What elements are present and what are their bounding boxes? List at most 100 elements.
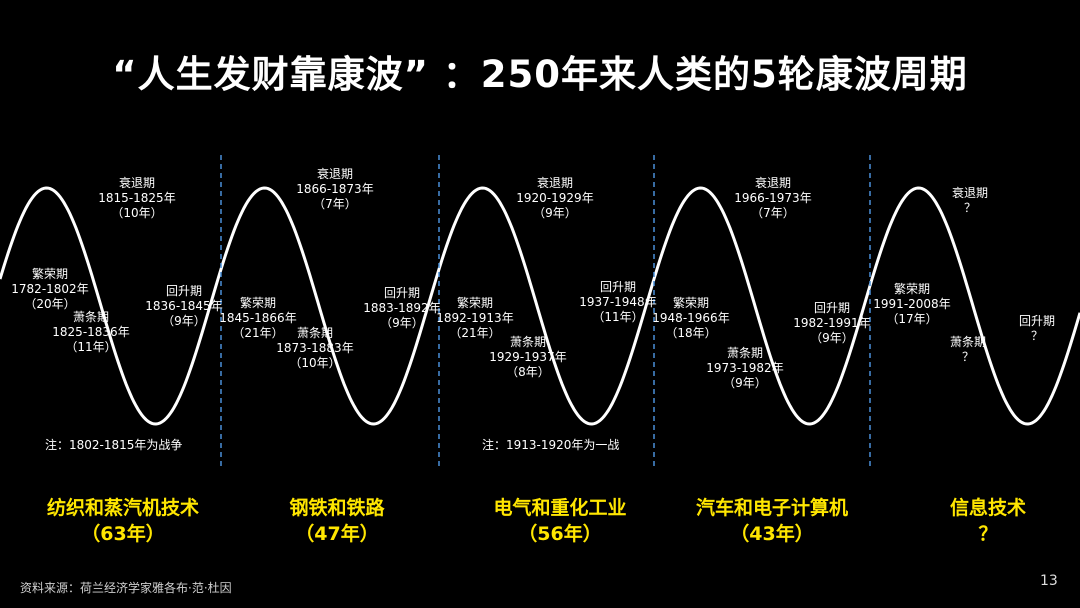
phase-length: （9年）	[723, 376, 767, 390]
phase-length: （10年）	[289, 356, 341, 370]
phase-name: 繁荣期	[672, 296, 709, 310]
phase-length: （10年）	[111, 206, 163, 220]
phase-years: 1825-1836年	[52, 325, 130, 339]
cycle-2-recovery-label: 回升期 1883-1892年 （9年）	[337, 286, 467, 331]
phase-years: ？	[963, 201, 976, 215]
phase-years: 1782-1802年	[11, 282, 89, 296]
phase-length: （9年）	[380, 316, 424, 330]
phase-years: 1948-1966年	[652, 311, 730, 325]
phase-length: （7年）	[313, 197, 357, 211]
phase-name: 回升期	[813, 301, 850, 315]
era-duration: ？	[978, 523, 998, 545]
phase-years: 1815-1825年	[98, 191, 176, 205]
cycle-1-recession-label: 衰退期 1815-1825年 （10年）	[72, 176, 202, 221]
era-technology: 纺织和蒸汽机技术	[46, 497, 199, 519]
phase-length: （17年）	[886, 312, 938, 326]
phase-name: 衰退期	[754, 176, 791, 190]
phase-name: 回升期	[1018, 314, 1055, 328]
phase-length: （9年）	[533, 206, 577, 220]
phase-name: 萧条期	[726, 346, 763, 360]
cycle-4-recovery-label: 回升期 1982-1991年 （9年）	[767, 301, 897, 346]
page-title: “人生发财靠康波” ：250年来人类的5轮康波周期	[112, 53, 968, 96]
phase-length: （9年）	[162, 314, 206, 328]
phase-name: 繁荣期	[31, 267, 68, 281]
cycle-1-depression-label: 萧条期 1825-1836年 （11年）	[26, 310, 156, 355]
phase-length: （20年）	[24, 297, 76, 311]
cycle-3-depression-label: 萧条期 1929-1937年 （8年）	[463, 335, 593, 380]
era-duration: （63年）	[81, 523, 165, 545]
phase-length: （21年）	[449, 326, 501, 340]
phase-years: 1920-1929年	[516, 191, 594, 205]
phase-years: 1966-1973年	[734, 191, 812, 205]
phase-name: 繁荣期	[893, 282, 930, 296]
phase-years: 1892-1913年	[436, 311, 514, 325]
cycle-3-note: 注：1913-1920年为一战	[482, 438, 620, 452]
phase-name: 回升期	[599, 280, 636, 294]
phase-name: 萧条期	[509, 335, 546, 349]
page-number: 13	[1040, 573, 1058, 589]
phase-years: ？	[961, 350, 974, 364]
cycle-1-note: 注：1802-1815年为战争	[45, 438, 183, 452]
cycle-1-era: 纺织和蒸汽机技术 （63年）	[3, 495, 243, 547]
cycle-3-era: 电气和重化工业 （56年）	[440, 495, 680, 547]
cycle-1-recovery-label: 回升期 1836-1845年 （9年）	[119, 284, 249, 329]
kondratiev-wave-curve	[0, 186, 1080, 426]
cycle-5-recession-label: 衰退期？	[905, 186, 1035, 216]
cycle-5-recovery-label: 回升期？	[972, 314, 1080, 344]
cycle-2-recession-label: 衰退期 1866-1873年 （7年）	[270, 167, 400, 212]
phase-length: （21年）	[232, 326, 284, 340]
cycle-3-recession-label: 衰退期 1920-1929年 （9年）	[490, 176, 620, 221]
phase-name: 衰退期	[536, 176, 573, 190]
phase-name: 萧条期	[72, 310, 109, 324]
phase-years: 1836-1845年	[145, 299, 223, 313]
cycle-2-boom-label: 繁荣期 1845-1866年 （21年）	[193, 296, 323, 341]
cycle-2-era: 钢铁和铁路 （47年）	[217, 495, 457, 547]
phase-name: 萧条期	[949, 335, 986, 349]
phase-years: 1883-1892年	[363, 301, 441, 315]
phase-length: （7年）	[751, 206, 795, 220]
cycle-5-depression-label: 萧条期？	[903, 335, 1033, 365]
cycle-5-boom-label: 繁荣期 1991-2008年 （17年）	[847, 282, 977, 327]
phase-years: 1845-1866年	[219, 311, 297, 325]
era-duration: （47年）	[295, 523, 379, 545]
phase-name: 繁荣期	[239, 296, 276, 310]
phase-years: 1973-1982年	[706, 361, 784, 375]
phase-name: 衰退期	[316, 167, 353, 181]
phase-years: 1982-1991年	[793, 316, 871, 330]
era-technology: 汽车和电子计算机	[695, 497, 848, 519]
era-duration: （43年）	[730, 523, 814, 545]
phase-years: 1866-1873年	[296, 182, 374, 196]
phase-length: （11年）	[592, 310, 644, 324]
cycle-3-recovery-label: 回升期 1937-1948年 （11年）	[553, 280, 683, 325]
phase-name: 衰退期	[951, 186, 988, 200]
cycle-dividers	[220, 155, 871, 468]
phase-length: （9年）	[810, 331, 854, 345]
cycle-3-boom-label: 繁荣期 1892-1913年 （21年）	[410, 296, 540, 341]
phase-name: 衰退期	[118, 176, 155, 190]
era-technology: 钢铁和铁路	[289, 497, 385, 519]
phase-name: 萧条期	[296, 326, 333, 340]
source-footnote: 资料来源：荷兰经济学家雅各布·范·杜因	[20, 581, 232, 595]
phase-length: （18年）	[665, 326, 717, 340]
phase-years: 1929-1937年	[489, 350, 567, 364]
phase-name: 回升期	[383, 286, 420, 300]
cycle-1-boom-label: 繁荣期 1782-1802年 （20年）	[0, 267, 115, 312]
phase-years: 1991-2008年	[873, 297, 951, 311]
phase-years: 1873-1883年	[276, 341, 354, 355]
phase-name: 繁荣期	[456, 296, 493, 310]
era-technology: 信息技术	[949, 497, 1026, 519]
phase-years: ？	[1030, 329, 1043, 343]
cycle-4-recession-label: 衰退期 1966-1973年 （7年）	[708, 176, 838, 221]
cycle-2-depression-label: 萧条期 1873-1883年 （10年）	[250, 326, 380, 371]
era-technology: 电气和重化工业	[493, 497, 627, 519]
cycle-4-era: 汽车和电子计算机 （43年）	[652, 495, 892, 547]
phase-length: （8年）	[506, 365, 550, 379]
cycle-5-era: 信息技术 ？	[868, 495, 1080, 547]
cycle-4-depression-label: 萧条期 1973-1982年 （9年）	[680, 346, 810, 391]
phase-years: 1937-1948年	[579, 295, 657, 309]
cycle-4-boom-label: 繁荣期 1948-1966年 （18年）	[626, 296, 756, 341]
phase-length: （11年）	[65, 340, 117, 354]
phase-name: 回升期	[165, 284, 202, 298]
era-duration: （56年）	[518, 523, 602, 545]
